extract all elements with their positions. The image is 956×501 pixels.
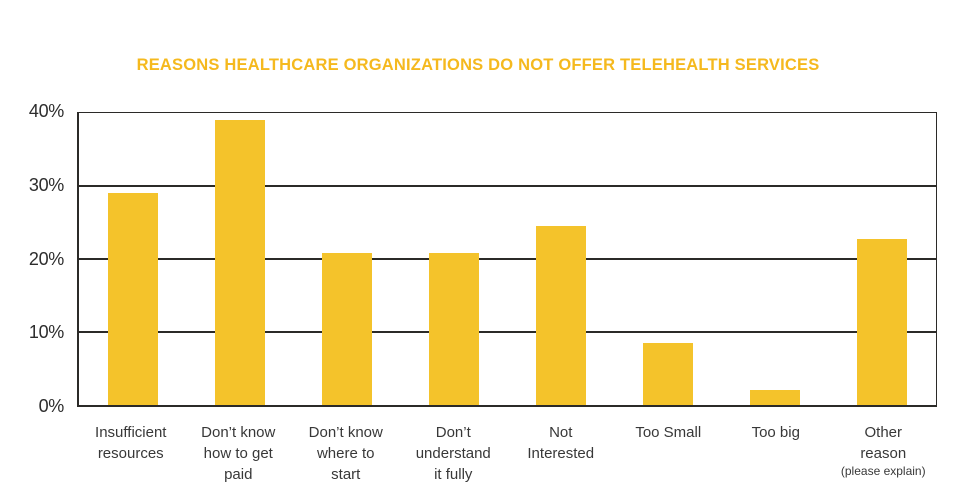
gridline-10 [79, 331, 936, 333]
x-axis-label: Not Interested [507, 422, 615, 485]
x-axis-label-line: how to get [203, 445, 273, 462]
bar-6 [643, 342, 694, 405]
bar-3 [321, 253, 372, 405]
x-axis-label-line: Don’t know [201, 424, 276, 441]
y-axis-tick-label: 30% [28, 174, 64, 195]
gridline-30 [79, 185, 936, 187]
plot-area [77, 112, 937, 407]
x-axis-label-line: Other [864, 424, 902, 441]
x-axis-label-line: reason [860, 445, 907, 462]
y-axis-tick-label: 0% [38, 396, 65, 417]
x-axis-label: Don’t know how to get paid [185, 422, 293, 485]
x-axis-label-line: paid [224, 466, 253, 483]
x-axis-label-line: Don’t know [308, 424, 383, 441]
x-axis-labels: Insufficient resources Don’t know how to ge… [77, 422, 937, 485]
x-axis-label-line: where to [316, 445, 375, 462]
x-axis-label: Too Small [615, 422, 723, 485]
x-axis-label-line: Not [549, 424, 573, 441]
y-axis: 0% 10% 20% 30% 40% [0, 101, 64, 416]
x-axis-label-line: start [331, 466, 361, 483]
x-axis-label-line: resources [97, 445, 164, 462]
x-axis-label-line: Interested [527, 445, 595, 462]
x-axis-label: Too big [722, 422, 830, 485]
bar-5 [536, 226, 587, 405]
bar-4 [428, 253, 479, 405]
x-axis-label: Insufficient resources [77, 422, 185, 485]
bar-8 [857, 239, 908, 405]
x-axis-label-line: Too Small [635, 424, 702, 441]
x-axis-label-line: (please explain) [840, 464, 926, 478]
x-axis-label: Don’t understand it fully [400, 422, 508, 485]
bar-2 [214, 120, 265, 405]
x-axis-label: Other reason (please explain) [830, 422, 938, 485]
y-axis-tick-label: 40% [28, 101, 64, 122]
y-axis-tick-label: 10% [28, 322, 64, 343]
x-axis-label-line: Too big [751, 424, 800, 441]
x-axis-label-line: Don’t [435, 424, 471, 441]
x-axis-label: Don’t know where to start [292, 422, 400, 485]
bar-7 [750, 390, 801, 405]
y-axis-tick-label: 20% [28, 248, 64, 269]
x-axis-label-line: it fully [434, 466, 473, 483]
chart-title: REASONS HEALTHCARE ORGANIZATIONS DO NOT … [136, 56, 820, 74]
bar-1 [107, 193, 158, 405]
x-axis-label-line: Insufficient [95, 424, 167, 441]
gridline-20 [79, 258, 936, 260]
x-axis-label-line: understand [415, 445, 491, 462]
